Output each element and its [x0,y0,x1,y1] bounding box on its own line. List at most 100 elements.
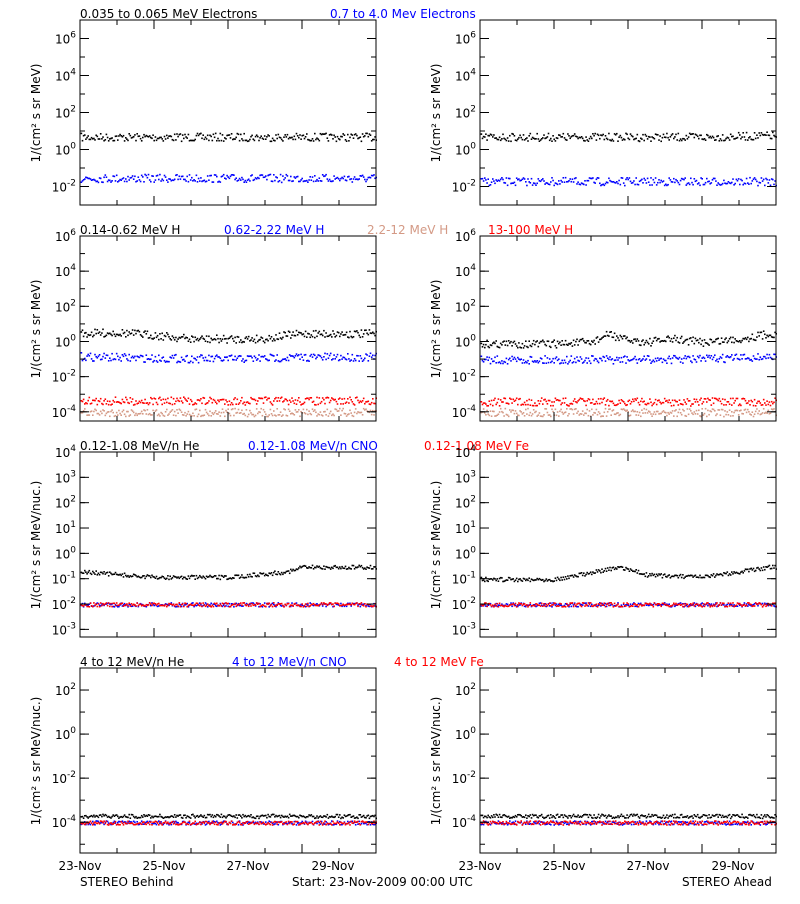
data-point [213,181,215,183]
data-point [492,579,494,581]
data-point [254,573,256,575]
data-point [352,181,354,183]
data-point [538,362,540,364]
data-point [323,399,325,401]
data-point [294,414,296,416]
data-point [339,139,341,141]
data-point [634,356,636,358]
data-point [165,336,167,338]
data-point [115,572,117,574]
data-point [724,410,726,412]
data-point [745,400,747,402]
data-point [157,175,159,177]
data-point [672,357,674,359]
data-point [90,334,92,336]
data-point [734,183,736,185]
data-point [317,138,319,140]
data-point [515,400,517,402]
data-point [334,358,336,360]
data-point [514,135,516,137]
data-point [127,360,129,362]
data-point [155,179,157,181]
data-point [582,338,584,340]
data-point [128,133,130,135]
ytick-label: 106 [55,228,76,244]
data-point [698,410,700,412]
data-point [772,565,774,567]
data-point [180,361,182,363]
data-point [752,411,754,413]
data-point [213,414,215,416]
data-point [312,356,314,358]
data-point [731,605,733,607]
data-point [564,344,566,346]
data-point [311,179,313,181]
data-point [708,414,710,416]
data-point [539,342,541,344]
data-point [526,604,528,606]
data-point [683,358,685,360]
data-point [253,414,255,416]
data-point [573,361,575,363]
ytick-label: 10-3 [52,621,76,637]
data-point [643,401,645,403]
data-point [639,141,641,143]
data-point [772,132,774,134]
data-point [87,135,89,137]
data-point [227,408,229,410]
ytick-label: 106 [55,31,76,47]
data-point [151,575,153,577]
data-point [526,185,528,187]
data-point [207,135,209,137]
data-point [757,137,759,139]
data-point [248,414,250,416]
ytick-label: 10-1 [52,571,76,587]
data-point [507,137,509,139]
data-point [272,606,274,608]
data-point [645,412,647,414]
data-point [231,335,233,337]
data-point [737,410,739,412]
data-point [604,139,606,141]
data-point [247,338,249,340]
data-point [341,136,343,138]
data-point [647,342,649,344]
data-point [325,174,327,176]
data-point [591,402,593,404]
data-point [306,180,308,182]
data-point [240,412,242,414]
data-point [329,355,331,357]
data-point [253,360,255,362]
data-point [555,603,557,605]
data-point [200,133,202,135]
data-point [566,408,568,410]
data-point [197,338,199,340]
data-point [288,404,290,406]
data-point [608,335,610,337]
data-point [747,402,749,404]
data-point [605,360,607,362]
data-point [732,359,734,361]
data-point [341,398,343,400]
data-point [538,346,540,348]
data-point [635,359,637,361]
data-point [366,133,368,135]
data-point [640,604,642,606]
data-point [511,402,513,404]
data-point [103,400,105,402]
data-point [340,414,342,416]
data-point [107,605,109,607]
data-point [81,133,83,135]
data-point [233,606,235,608]
data-point [617,412,619,414]
data-point [561,181,563,183]
data-point [485,179,487,181]
data-point [721,357,723,359]
ytick-label: 100 [55,545,76,561]
data-point [700,360,702,362]
data-point [505,398,507,400]
data-point [514,357,516,359]
data-point [155,332,157,334]
data-point [495,605,497,607]
data-point [543,603,545,605]
